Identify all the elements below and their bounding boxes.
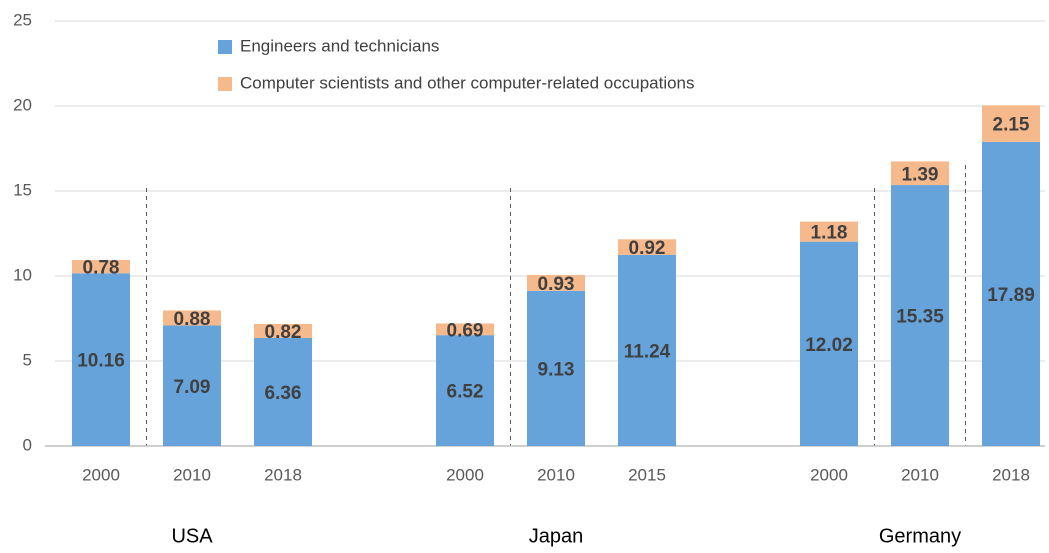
x-tick-label: 2018 bbox=[992, 465, 1030, 484]
value-label: 6.52 bbox=[447, 382, 484, 403]
legend-label: Computer scientists and other computer-r… bbox=[240, 73, 695, 92]
bar-segment bbox=[163, 310, 221, 326]
bar-segment bbox=[982, 105, 1040, 142]
bar-segment bbox=[163, 325, 221, 446]
value-label: 12.02 bbox=[805, 335, 853, 356]
value-label: 2.15 bbox=[993, 115, 1030, 136]
bar-segment bbox=[800, 241, 858, 446]
bar-segment bbox=[891, 185, 949, 447]
x-tick-label: 2010 bbox=[537, 465, 575, 484]
value-label: 7.09 bbox=[174, 377, 211, 398]
bar-segment bbox=[618, 239, 676, 255]
y-tick-label: 5 bbox=[23, 350, 32, 369]
x-tick-label: 2000 bbox=[810, 465, 848, 484]
value-label: 10.16 bbox=[77, 351, 125, 372]
x-tick-label: 2000 bbox=[446, 465, 484, 484]
bar-segment bbox=[618, 254, 676, 446]
y-tick-label: 15 bbox=[13, 180, 32, 199]
value-label: 0.69 bbox=[447, 320, 484, 341]
value-label: 1.39 bbox=[902, 164, 939, 185]
value-label: 0.93 bbox=[538, 274, 575, 295]
legend-swatch bbox=[218, 40, 232, 54]
value-label: 15.35 bbox=[896, 307, 944, 328]
bar-segment bbox=[254, 323, 312, 338]
y-tick-label: 0 bbox=[23, 435, 32, 454]
value-label: 0.92 bbox=[629, 238, 666, 259]
bar-segment bbox=[982, 141, 1040, 446]
bar-segment bbox=[527, 274, 585, 291]
value-label: 0.88 bbox=[174, 309, 211, 330]
grid bbox=[55, 20, 1045, 362]
legend-swatch bbox=[218, 77, 232, 91]
bar-segment bbox=[527, 290, 585, 446]
bar-segment bbox=[800, 221, 858, 242]
y-tick-label: 20 bbox=[13, 95, 32, 114]
x-tick-label: 2010 bbox=[173, 465, 211, 484]
y-tick-label: 25 bbox=[13, 10, 32, 29]
value-label: 11.24 bbox=[624, 341, 671, 362]
legend-label: Engineers and technicians bbox=[240, 36, 439, 55]
value-label: 6.36 bbox=[265, 383, 302, 404]
bar-segment bbox=[254, 337, 312, 446]
bar-segment bbox=[891, 161, 949, 186]
y-tick-label: 10 bbox=[13, 265, 32, 284]
bar-segment bbox=[72, 260, 130, 274]
x-tick-label: 2018 bbox=[264, 465, 302, 484]
value-label: 9.13 bbox=[538, 359, 575, 380]
group-label: Germany bbox=[879, 525, 961, 547]
x-tick-label: 2000 bbox=[82, 465, 120, 484]
x-tick-label: 2010 bbox=[901, 465, 939, 484]
x-tick-label: 2015 bbox=[628, 465, 666, 484]
separators bbox=[146, 165, 966, 446]
group-label: Japan bbox=[529, 525, 584, 547]
value-label: 1.18 bbox=[811, 223, 848, 244]
value-label: 17.89 bbox=[987, 285, 1035, 306]
bar-segment bbox=[436, 335, 494, 446]
value-label: 0.78 bbox=[83, 258, 120, 279]
bar-segment bbox=[436, 323, 494, 336]
group-label: USA bbox=[171, 525, 213, 547]
value-label: 0.82 bbox=[265, 322, 302, 343]
bar-segment bbox=[72, 273, 130, 446]
